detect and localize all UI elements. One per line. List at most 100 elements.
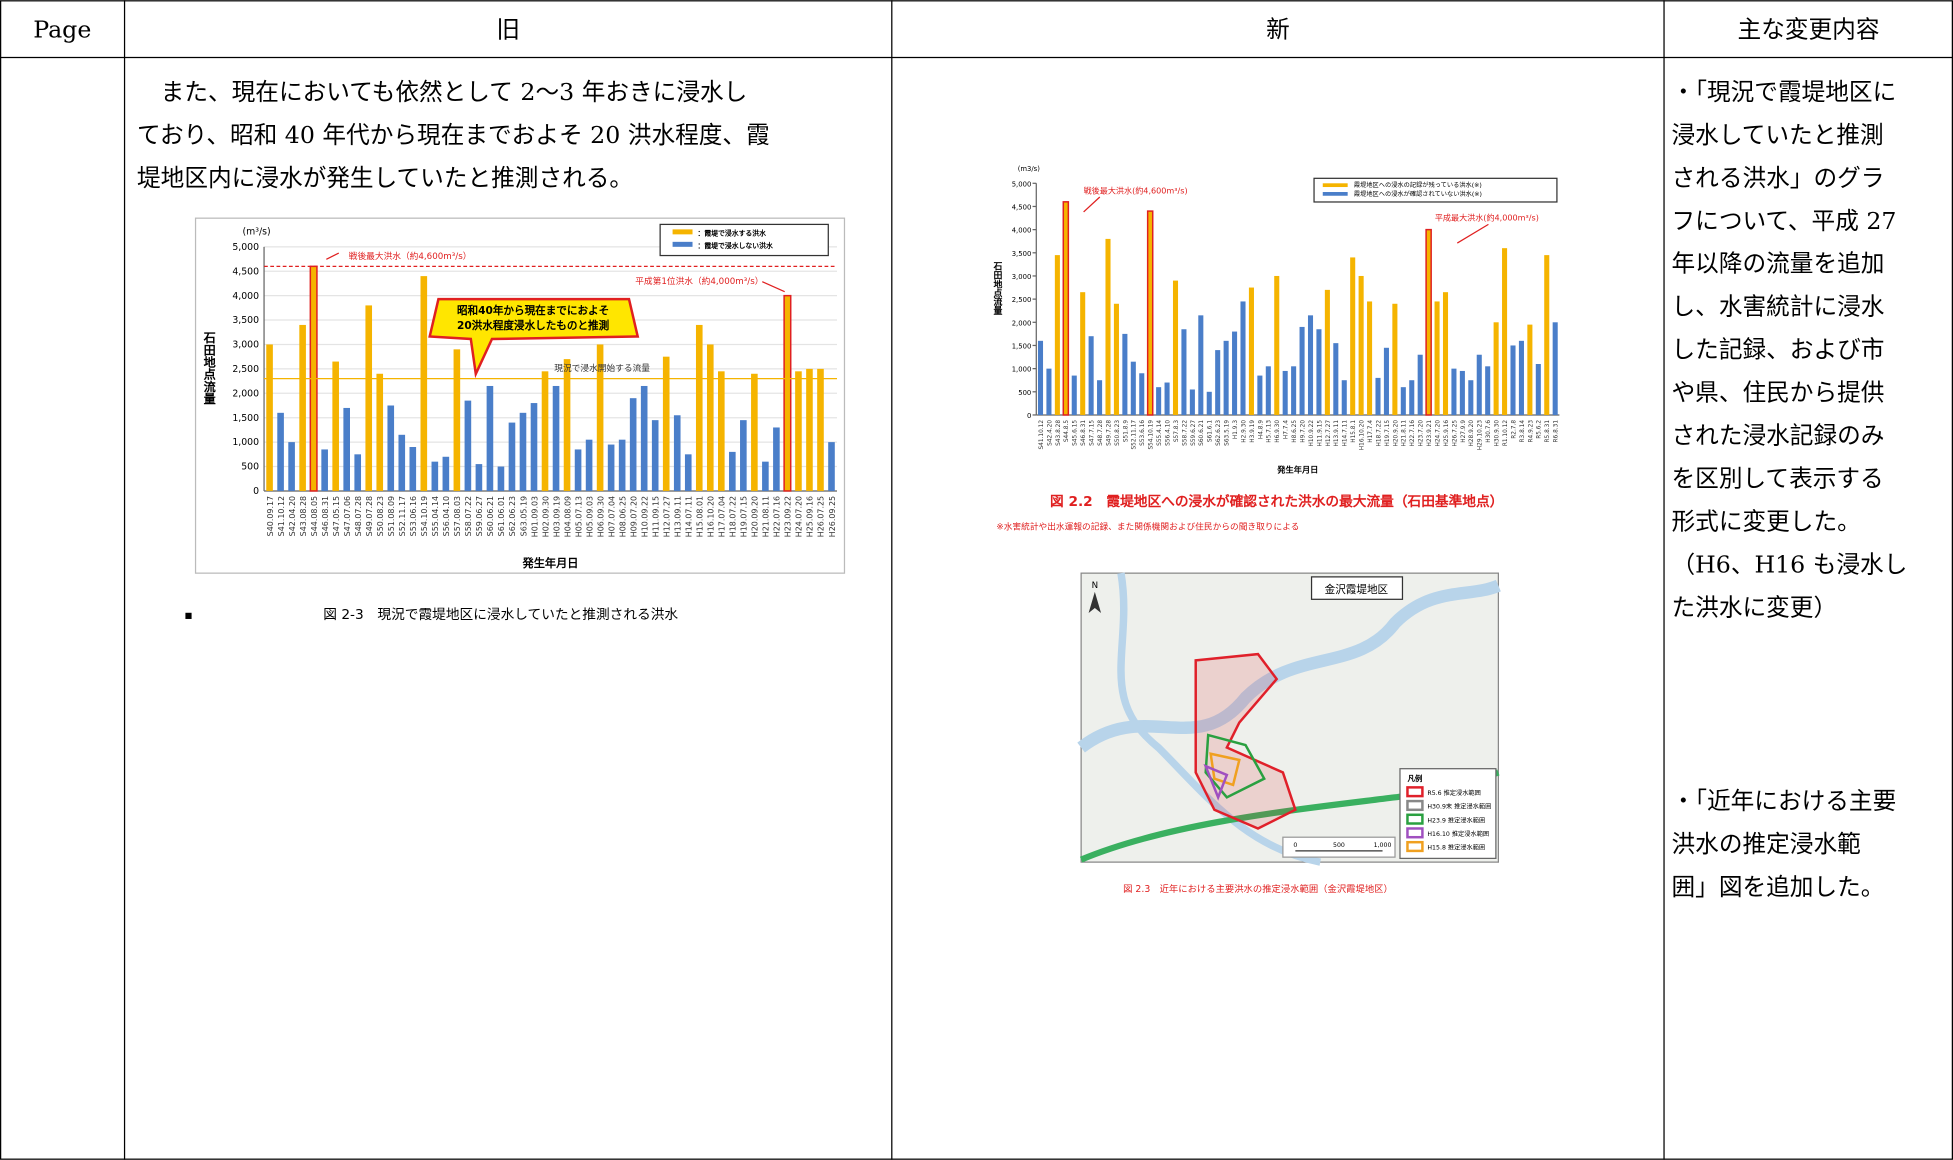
x-tick-label: H15.8.1 — [1351, 420, 1357, 443]
bar — [673, 415, 681, 491]
header-cell: 旧 — [496, 16, 520, 44]
x-tick-label: H18.7.22 — [1376, 420, 1382, 447]
y-tick-label: 1,000 — [1012, 366, 1032, 374]
bar — [1459, 370, 1465, 415]
bar — [1156, 387, 1162, 415]
x-tick-label: H24.7.20 — [1435, 420, 1441, 447]
bar — [1383, 347, 1389, 415]
x-tick-label: H4.8.9 — [1258, 420, 1264, 439]
x-tick-label: S49.7.28 — [1106, 420, 1112, 446]
x-tick-label: H18.07.22 — [729, 496, 738, 537]
x-tick-label: S59.6.27 — [1191, 420, 1197, 446]
bar — [1189, 389, 1195, 415]
x-tick-label: H11.09.15 — [651, 496, 660, 537]
legend-box — [1313, 177, 1558, 203]
x-tick-label: S48.07.28 — [354, 496, 363, 536]
bar — [1248, 287, 1254, 415]
bar — [1425, 228, 1432, 416]
bar — [585, 439, 593, 491]
north-arrow-shape — [1088, 591, 1102, 614]
x-tick-label: S55.04.14 — [431, 496, 440, 536]
x-tick-label: S52.11.17 — [1132, 420, 1138, 450]
legend-swatch — [1406, 827, 1424, 839]
change-line: 形式に変更した。 — [1672, 508, 1861, 536]
x-tick-label: S40.09.17 — [266, 496, 275, 536]
scale-label: 1,000 — [1374, 842, 1392, 849]
x-tick-label: H16.10.20 — [707, 496, 716, 537]
x-tick-label: S57.08.03 — [453, 496, 462, 536]
bar — [729, 451, 736, 491]
x-tick-label: H14.7.11 — [1343, 420, 1349, 447]
bar — [354, 454, 362, 491]
bar — [1265, 366, 1271, 415]
legend-swatch — [1322, 183, 1348, 188]
x-tick-label: H12.07.27 — [662, 496, 671, 537]
x-tick-label: H28.9.20 — [1469, 420, 1475, 447]
map: 金沢霞堤地区 N 凡例 R5.6 推定浸水範囲 H30.9末 推定浸水範囲 H23.9 推… — [1077, 572, 1501, 866]
change-line: 浸水していたと推測 — [1672, 121, 1884, 149]
x-tick-label: H04.08.09 — [563, 496, 572, 537]
bar — [1358, 275, 1364, 415]
bar — [508, 422, 516, 491]
x-tick-label: H16.10.20 — [1360, 420, 1366, 451]
x-tick-label: H25.09.16 — [806, 496, 815, 537]
y-axis-label: 石田地点流量 — [202, 331, 216, 404]
bar — [1097, 380, 1103, 415]
y-tick-label: 1,500 — [1012, 343, 1032, 351]
bar — [1181, 329, 1187, 415]
legend-label: 霞堤地区への浸水の記録が残っている洪水(※) — [1354, 181, 1482, 189]
bar — [1054, 255, 1060, 415]
bar — [684, 454, 692, 491]
x-tick-label: S47.05.15 — [332, 496, 341, 536]
bar — [453, 349, 461, 491]
x-tick-label: S56.4.10 — [1165, 420, 1171, 446]
legend-label: R5.6 推定浸水範囲 — [1427, 789, 1481, 797]
x-tick-label: H13.09.11 — [674, 496, 683, 537]
bar — [1139, 373, 1145, 415]
annotation: 平成最大洪水(約4,000m³/s) — [1435, 213, 1539, 223]
x-tick-label: R6.8.31 — [1554, 420, 1560, 443]
x-tick-label: H7.7.4 — [1284, 420, 1290, 439]
x-tick-label: H21.8.11 — [1402, 420, 1408, 447]
y-tick-label: 3,000 — [1012, 273, 1032, 281]
x-tick-label: H09.07.20 — [629, 496, 638, 537]
change-line: ・「近年における主要 — [1672, 787, 1897, 815]
change-line: ・「現況で霞堤地区に — [1672, 78, 1897, 106]
x-tick-label: H23.09.22 — [784, 496, 793, 537]
bar — [1375, 377, 1381, 415]
y-tick-label: 5,000 — [232, 242, 259, 253]
bar — [1113, 303, 1119, 415]
x-tick-label: S45.6.15 — [1073, 420, 1079, 446]
bar — [783, 294, 792, 492]
bar — [1299, 326, 1305, 415]
bar — [1105, 238, 1111, 415]
x-tick-label: H12.7.27 — [1326, 420, 1332, 447]
y-tick-label: 1,500 — [232, 413, 259, 424]
bar — [1468, 380, 1474, 415]
change-line: を区別して表示する — [1672, 465, 1884, 493]
bar — [442, 456, 450, 491]
x-tick-label: R5.6.2 — [1537, 420, 1543, 439]
bar — [1552, 322, 1558, 415]
flood-area — [1203, 763, 1229, 801]
bar — [1172, 280, 1179, 415]
bar — [1341, 380, 1347, 415]
x-tick-label: H05.09.03 — [585, 496, 594, 537]
x-tick-label: S44.08.05 — [310, 496, 319, 536]
bar — [563, 359, 571, 491]
change-line: 年以降の流量を追加 — [1672, 250, 1885, 278]
bar — [475, 464, 483, 491]
legend-swatch — [1406, 813, 1424, 825]
bar — [1544, 255, 1550, 415]
bar — [431, 461, 439, 491]
bar — [541, 371, 549, 491]
legend-label: H23.9 推定浸水範囲 — [1427, 816, 1485, 824]
x-tick-label: H05.07.13 — [574, 496, 583, 537]
change-line: 洪水の推定浸水範 — [1672, 830, 1861, 858]
x-axis-label: 発生年月日 — [1276, 464, 1318, 474]
y-tick-label: 500 — [241, 462, 259, 473]
x-tick-label: S46.8.31 — [1081, 420, 1087, 446]
x-tick-label: S61.6.1 — [1208, 420, 1214, 442]
